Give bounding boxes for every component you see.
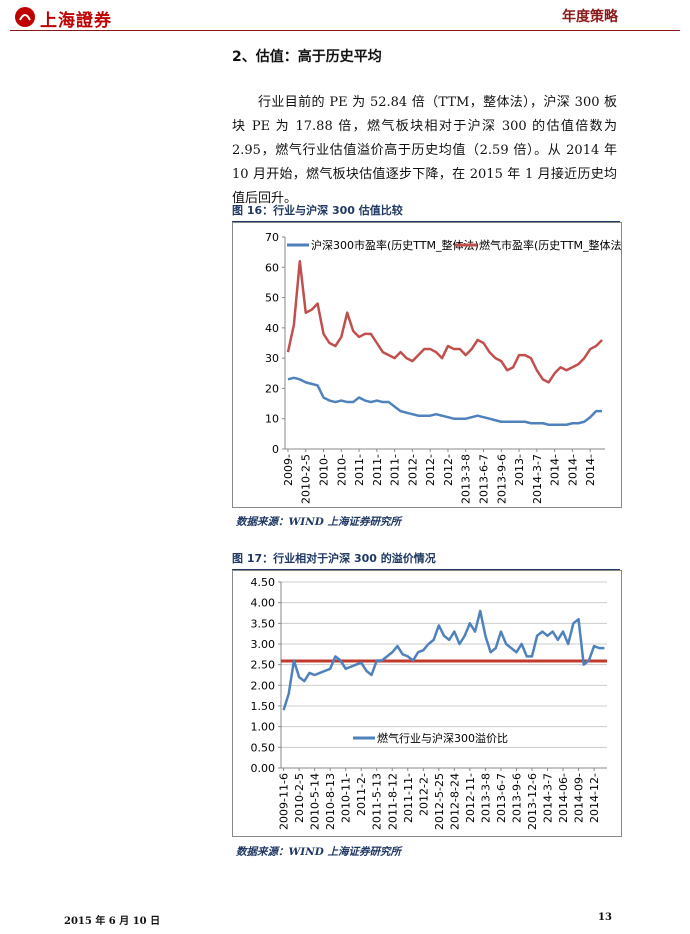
y-tick-label: 4.50 — [251, 576, 276, 589]
x-tick-label: 2009-11-6 — [278, 773, 291, 830]
y-tick-label: 50 — [265, 292, 279, 305]
y-tick-label: 2.00 — [251, 679, 276, 692]
x-tick-label: 2013-3-8 — [479, 773, 492, 823]
legend-label: 沪深300市盈率(历史TTM_整体法) — [311, 238, 479, 252]
x-tick-label: 2014-3-7 — [531, 454, 544, 504]
figure-source: 数据来源：WIND 上海证券研究所 — [236, 846, 402, 858]
page-number: 13 — [598, 912, 612, 923]
x-tick-label: 2013-3-8 — [460, 454, 473, 504]
x-tick-label: 2014- — [549, 454, 562, 486]
header-rule — [10, 30, 680, 31]
x-tick-label: 2010- — [318, 454, 331, 486]
y-tick-label: 0 — [272, 443, 279, 456]
x-tick-label: 2011- — [389, 454, 402, 486]
figure-source: 数据来源：WIND 上海证券研究所 — [236, 516, 402, 528]
x-tick-label: 2011-8-12 — [386, 773, 399, 830]
figure-caption: 图 17：行业相对于沪深 300 的溢价情况 — [232, 550, 620, 570]
x-tick-label: 2014- — [584, 454, 597, 486]
x-tick-label: 2013-6-7 — [478, 454, 491, 504]
y-tick-label: 0.50 — [251, 741, 276, 754]
x-tick-label: 2014-3-7 — [541, 773, 554, 823]
series-line — [286, 259, 603, 384]
y-tick-label: 40 — [265, 322, 279, 335]
x-tick-label: 2013- — [513, 454, 526, 486]
y-tick-label: 70 — [265, 231, 279, 244]
chart: 0.00 0.50 1.00 1.50 2.00 2.50 3.00 3.50 4.00 4.50… — [232, 570, 622, 837]
y-tick-label: 0.00 — [251, 762, 276, 775]
x-tick-label: 2012- — [424, 454, 437, 486]
header-title: 年度策略 — [562, 9, 618, 25]
y-tick-label: 3.00 — [251, 638, 276, 651]
x-tick-label: 2011-2- — [355, 773, 368, 816]
x-tick-label: 2012- — [442, 454, 455, 486]
x-tick-label: 2009- — [282, 454, 295, 486]
x-tick-label: 2012-11- — [464, 773, 477, 823]
x-tick-label: 2011- — [353, 454, 366, 486]
series-line — [282, 609, 605, 711]
x-tick-label: 2010-11- — [340, 773, 353, 823]
x-tick-label: 2010-2-5 — [293, 773, 306, 823]
y-tick-label: 4.00 — [251, 597, 276, 610]
legend-label: 燃气行业与沪深300溢价比 — [377, 731, 508, 745]
y-tick-label: 60 — [265, 261, 279, 274]
paragraph: 行业目前的 PE 为 52.84 倍（TTM，整体法），沪深 300 板块 PE… — [232, 95, 617, 206]
x-tick-label: 2014- — [566, 454, 579, 486]
y-tick-label: 10 — [265, 413, 279, 426]
y-tick-label: 1.00 — [251, 721, 276, 734]
logo-icon — [15, 7, 35, 27]
x-tick-label: 2013-9-6 — [510, 773, 523, 823]
x-tick-label: 2012-2- — [417, 773, 430, 816]
y-tick-label: 3.50 — [251, 617, 276, 630]
chart: 0 10 20 30 40 50 60 70 2009- 2010-2-5 2010- 2010- 20… — [232, 222, 622, 508]
x-tick-label: 2010-5-14 — [309, 773, 322, 830]
section-title: 2、估值：高于历史平均 — [232, 49, 382, 65]
x-tick-label: 2010-2-5 — [300, 454, 313, 504]
figure-caption: 图 16：行业与沪深 300 估值比较 — [232, 202, 620, 222]
x-tick-label: 2012- — [406, 454, 419, 486]
logo-text: 上海證券 — [40, 11, 112, 31]
x-tick-label: 2011-11- — [402, 773, 415, 823]
x-tick-label: 2010-8-13 — [324, 773, 337, 830]
x-tick-label: 2011-5-13 — [371, 773, 384, 830]
x-tick-label: 2014-06- — [557, 773, 570, 823]
legend-label: 燃气市盈率(历史TTM_整体法) — [479, 238, 622, 252]
x-tick-label: 2012-8-24 — [448, 773, 461, 830]
x-tick-label: 2014-12- — [588, 773, 601, 823]
x-tick-label: 2010- — [335, 454, 348, 486]
series-line — [287, 376, 603, 427]
y-tick-label: 1.50 — [251, 700, 276, 713]
y-tick-label: 20 — [265, 382, 279, 395]
y-tick-label: 2.50 — [251, 659, 276, 672]
x-tick-label: 2013-6-7 — [495, 773, 508, 823]
x-tick-label: 2012-5-25 — [433, 773, 446, 830]
y-tick-label: 30 — [265, 352, 279, 365]
x-tick-label: 2013-9-6 — [495, 454, 508, 504]
x-tick-label: 2014-09- — [573, 773, 586, 823]
footer-date: 2015 年 6 月 10 日 — [64, 916, 161, 927]
x-tick-label: 2011- — [371, 454, 384, 486]
x-tick-label: 2013-12-6 — [526, 773, 539, 830]
